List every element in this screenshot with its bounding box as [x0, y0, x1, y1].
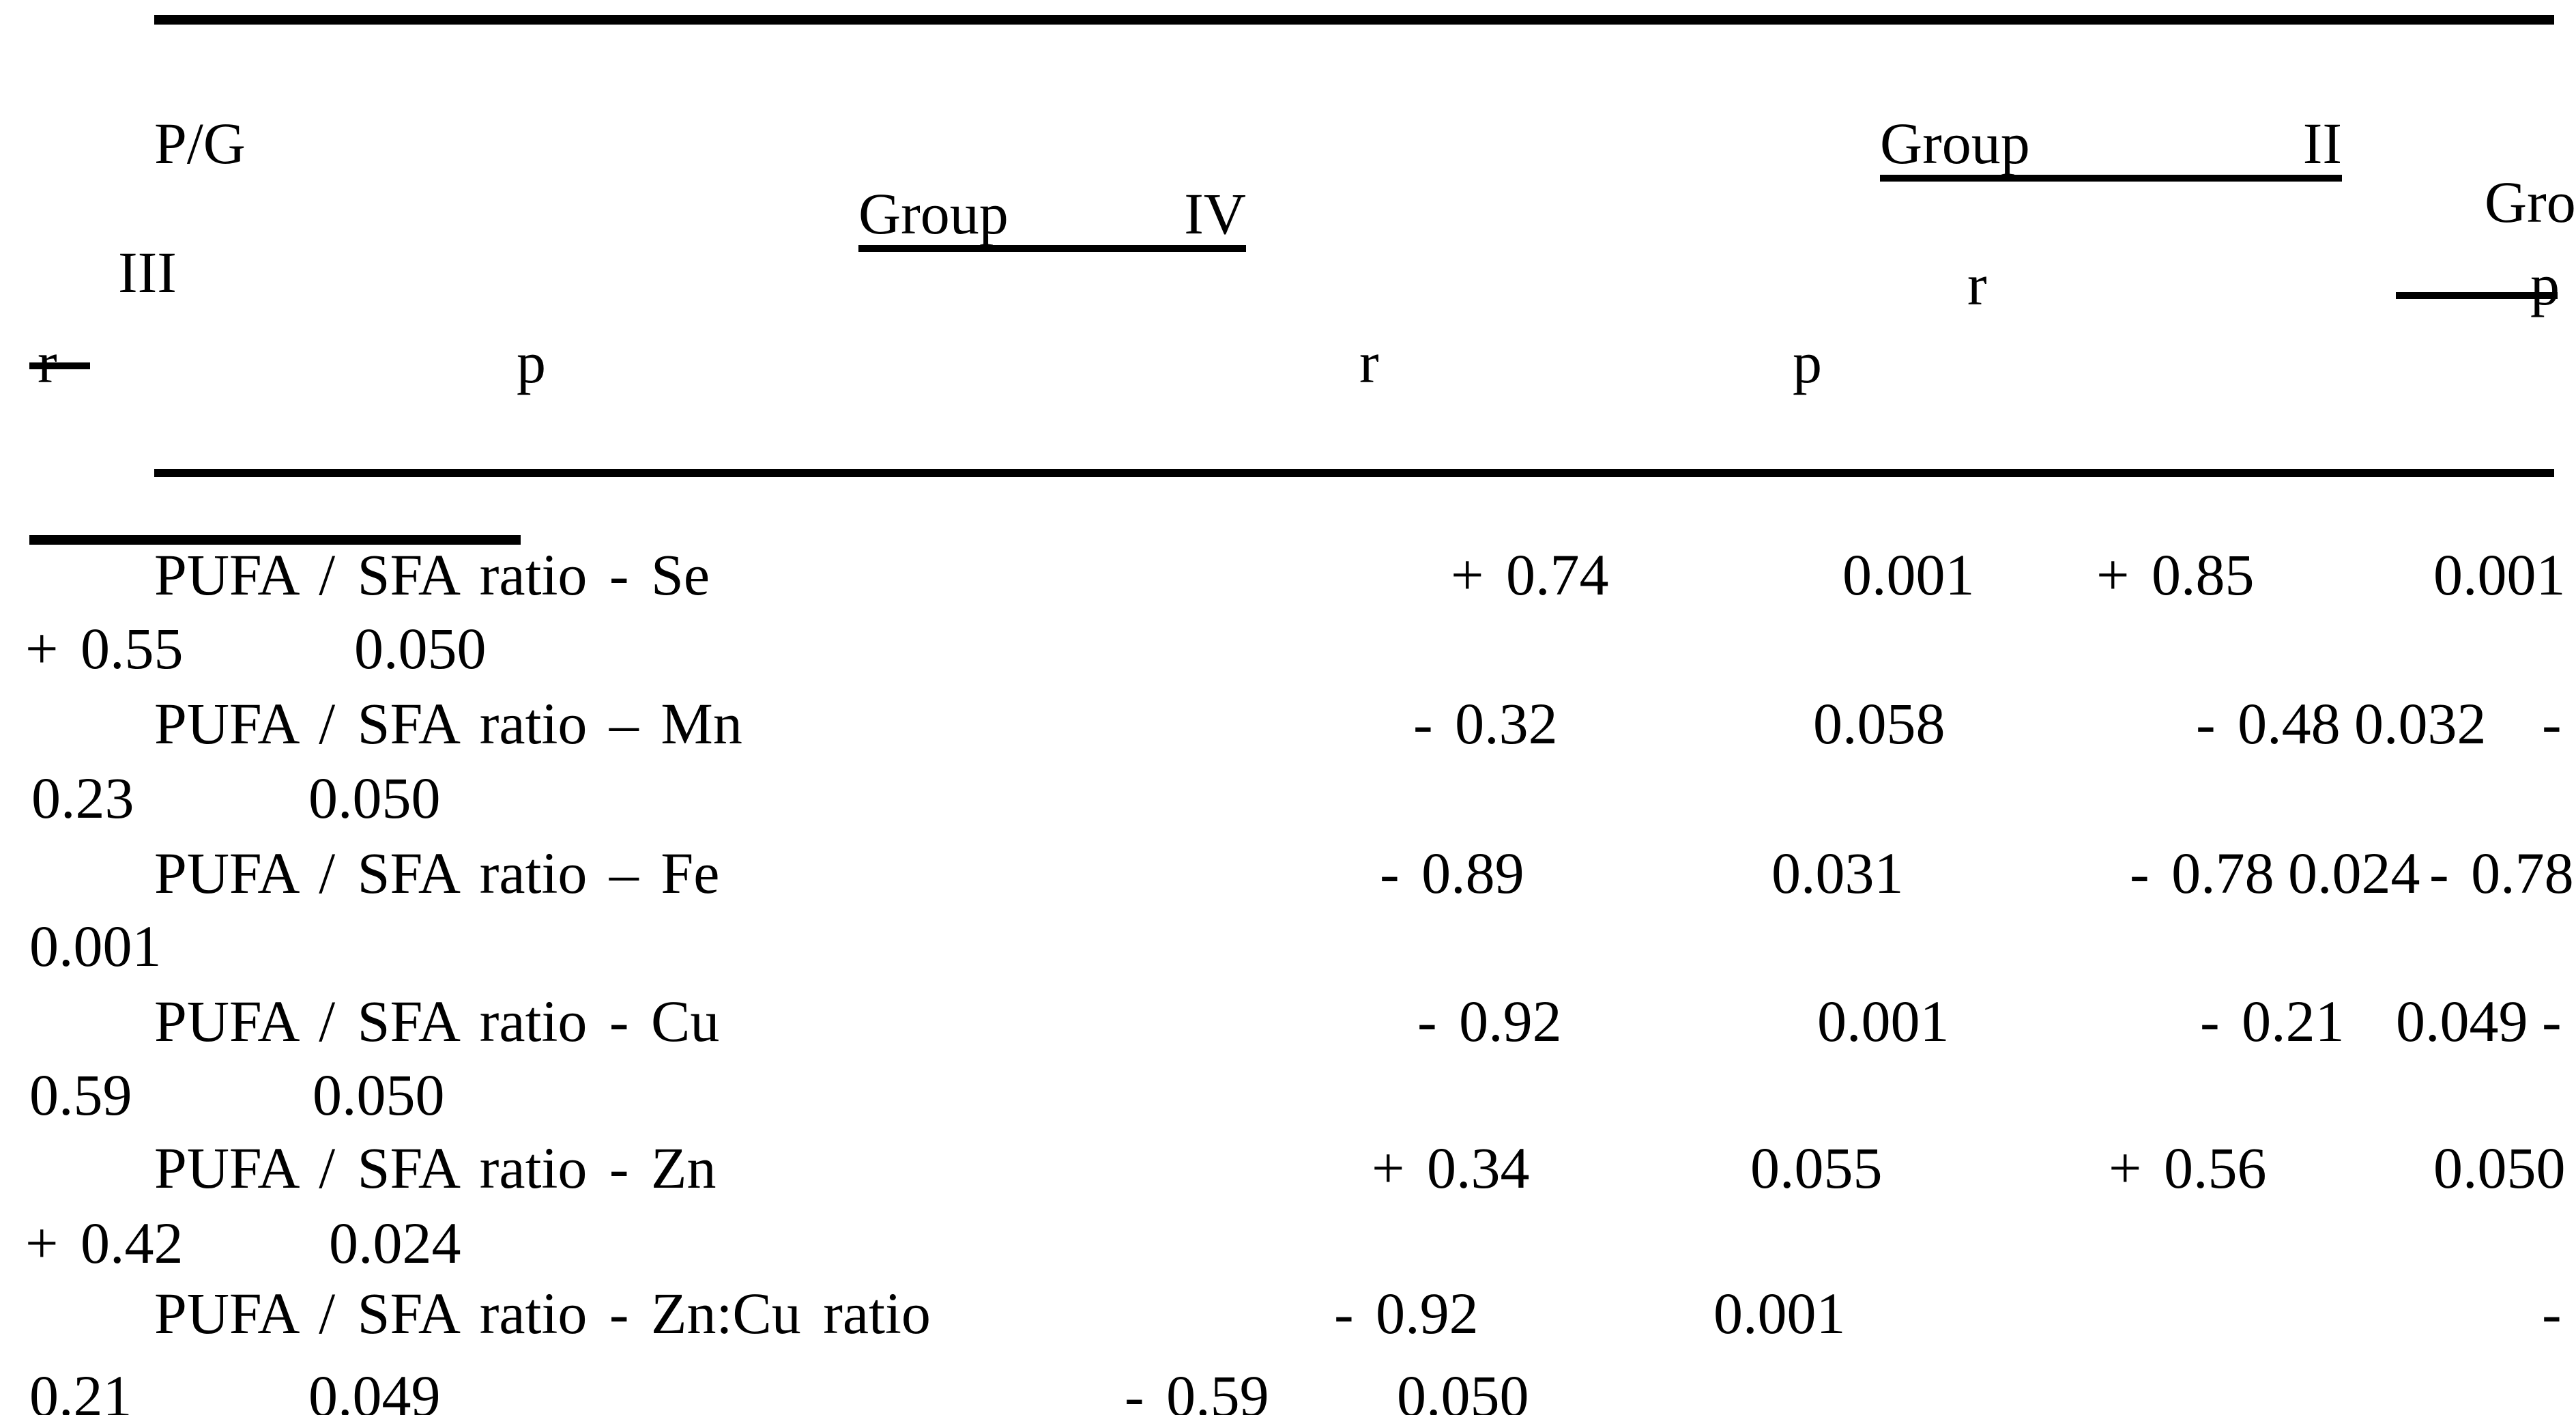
- row-zncu-value-r2: - 0.92: [1334, 1281, 1479, 1346]
- row-se-label: PUFA / SFA ratio - Se: [154, 542, 710, 608]
- row-zncu-hyphen: -: [2542, 1281, 2562, 1346]
- row-fe-wrap-p4: 0.001: [29, 913, 162, 979]
- row-zn-wrap-r4: + 0.42: [25, 1210, 184, 1276]
- header-group-iii-numeral: III: [29, 184, 177, 369]
- row-mn-value-r3: - 0.48: [2196, 691, 2341, 756]
- header-p-col-2: p: [517, 330, 546, 395]
- header-divider-rule: [154, 469, 2554, 477]
- header-r-col-1: r: [1967, 252, 1987, 317]
- row-cu-label: PUFA / SFA ratio - Cu: [154, 988, 720, 1054]
- row-cu-value-r3: - 0.21: [2200, 988, 2345, 1054]
- row-cu-wrap-r4: 0.59: [29, 1062, 132, 1128]
- header-p-col-3: p: [1793, 330, 1822, 395]
- row-cu-value-p2: 0.001: [1817, 988, 1950, 1054]
- row-zncu-wrap-r3: 0.21: [29, 1363, 132, 1415]
- header-group-iii-numeral-text: III: [118, 240, 177, 305]
- header-group-ii-word: Group: [1880, 111, 2030, 176]
- row-zncu-label: PUFA / SFA ratio - Zn:Cu ratio: [154, 1281, 931, 1346]
- row-zn-label: PUFA / SFA ratio - Zn: [154, 1135, 717, 1201]
- header-group-iv: Group IV: [858, 184, 1246, 252]
- row-zncu-value-p2: 0.001: [1713, 1281, 1846, 1346]
- row-mn-value-p3: 0.032: [2354, 691, 2487, 756]
- row-se-value-r2: + 0.74: [1451, 542, 1609, 608]
- row-fe-label: PUFA / SFA ratio – Fe: [154, 840, 720, 906]
- header-group-ii-numeral: II: [2302, 111, 2342, 176]
- top-rule: [154, 15, 2554, 25]
- header-r-col-3: r: [1359, 330, 1379, 395]
- row-se-wrap-r4: + 0.55: [25, 616, 184, 681]
- row-mn-value-r2: - 0.32: [1413, 691, 1558, 756]
- row-mn-value-p2: 0.058: [1813, 691, 1945, 756]
- row-zncu-wrap-p3: 0.049: [308, 1363, 441, 1415]
- header-group-iii-word-text: Group: [2485, 169, 2576, 235]
- row-mn-hyphen: -: [2542, 691, 2562, 756]
- row-se-value-p3: 0.001: [2433, 542, 2566, 608]
- row-zn-value-r3: + 0.56: [2109, 1135, 2267, 1201]
- header-r-col-2: r: [38, 330, 57, 395]
- row-zn-wrap-p4: 0.024: [329, 1210, 461, 1276]
- row-fe-value-r4: - 0.78: [2429, 840, 2574, 906]
- row-cu-wrap-p4: 0.050: [313, 1062, 445, 1128]
- row-zncu-wrap-p4: 0.050: [1397, 1363, 1529, 1415]
- row-fe-value-r3: - 0.78: [2130, 840, 2274, 906]
- row-se-wrap-p4: 0.050: [354, 616, 487, 681]
- row-cu-hyphen: -: [2542, 988, 2562, 1054]
- header-group-iii-word: Group: [2396, 114, 2576, 299]
- row-cu-value-r2: - 0.92: [1417, 988, 1562, 1054]
- row-mn-wrap-r4: 0.23: [31, 765, 134, 831]
- row-zn-value-r2: + 0.34: [1372, 1135, 1530, 1201]
- header-group-iv-numeral: IV: [1184, 181, 1246, 246]
- row-zncu-wrap-r4: - 0.59: [1125, 1363, 1269, 1415]
- header-group-iv-word: Group: [858, 181, 1009, 246]
- left-stub-rule: [29, 535, 521, 545]
- row-se-value-r3: + 0.85: [2096, 542, 2255, 608]
- row-se-value-p2: 0.001: [1842, 542, 1975, 608]
- row-mn-label: PUFA / SFA ratio – Mn: [154, 691, 742, 756]
- row-fe-value-p2: 0.031: [1771, 840, 1904, 906]
- row-fe-value-r2: - 0.89: [1380, 840, 1524, 906]
- header-pg-label: P/G: [154, 111, 246, 176]
- row-cu-value-p3: 0.049: [2396, 988, 2528, 1054]
- row-fe-value-p3: 0.024: [2288, 840, 2420, 906]
- row-zn-value-p2: 0.055: [1750, 1135, 1883, 1201]
- row-mn-wrap-p4: 0.050: [308, 765, 441, 831]
- header-p-col-1: p: [2530, 252, 2560, 317]
- row-zn-value-p3: 0.050: [2433, 1135, 2566, 1201]
- header-group-ii: Group II: [1880, 114, 2342, 182]
